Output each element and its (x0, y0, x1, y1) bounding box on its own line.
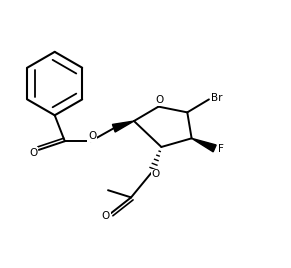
Text: O: O (88, 131, 96, 141)
Text: O: O (29, 148, 37, 158)
Text: Br: Br (211, 93, 223, 103)
Text: F: F (218, 144, 224, 154)
Polygon shape (112, 121, 134, 132)
Text: O: O (156, 95, 164, 105)
Text: O: O (102, 211, 110, 221)
Text: O: O (151, 169, 160, 179)
Polygon shape (191, 138, 216, 152)
